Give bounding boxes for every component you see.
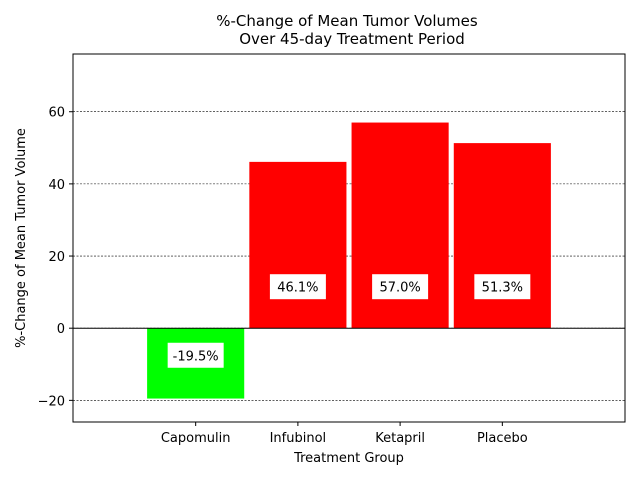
y-tick-label: 40 [48, 178, 65, 193]
plot-area: -19.5% 46.1% 57.0% 51.3% −20 0 20 40 60 Capomulin… [38, 53, 626, 446]
y-tick-label: 20 [48, 250, 65, 265]
x-tick-label: Placebo [477, 431, 528, 446]
y-tick-label: −20 [38, 394, 65, 409]
data-label: 51.3% [482, 281, 523, 296]
data-label-box [474, 274, 531, 300]
data-label: -19.5% [173, 349, 219, 364]
data-label-box [167, 342, 224, 368]
plot-frame [72, 53, 626, 423]
data-label-box [372, 274, 429, 300]
data-label-box [269, 274, 326, 300]
chart-title-line-1: %-Change of Mean Tumor Volumes [216, 12, 478, 30]
y-axis-label: %-Change of Mean Tumor Volume [14, 128, 29, 348]
x-tick-label: Ketapril [375, 431, 425, 446]
bar [453, 143, 551, 329]
data-label: 57.0% [379, 281, 420, 296]
x-tick-label: Infubinol [270, 431, 327, 446]
data-label: 46.1% [277, 281, 318, 296]
x-axis-label: Treatment Group [293, 451, 404, 466]
y-tick-label: 0 [57, 322, 65, 337]
x-tick-label: Capomulin [161, 431, 231, 446]
bar [249, 161, 347, 329]
y-tick-label: 60 [48, 106, 65, 121]
chart-title-line-2: Over 45-day Treatment Period [239, 30, 465, 48]
